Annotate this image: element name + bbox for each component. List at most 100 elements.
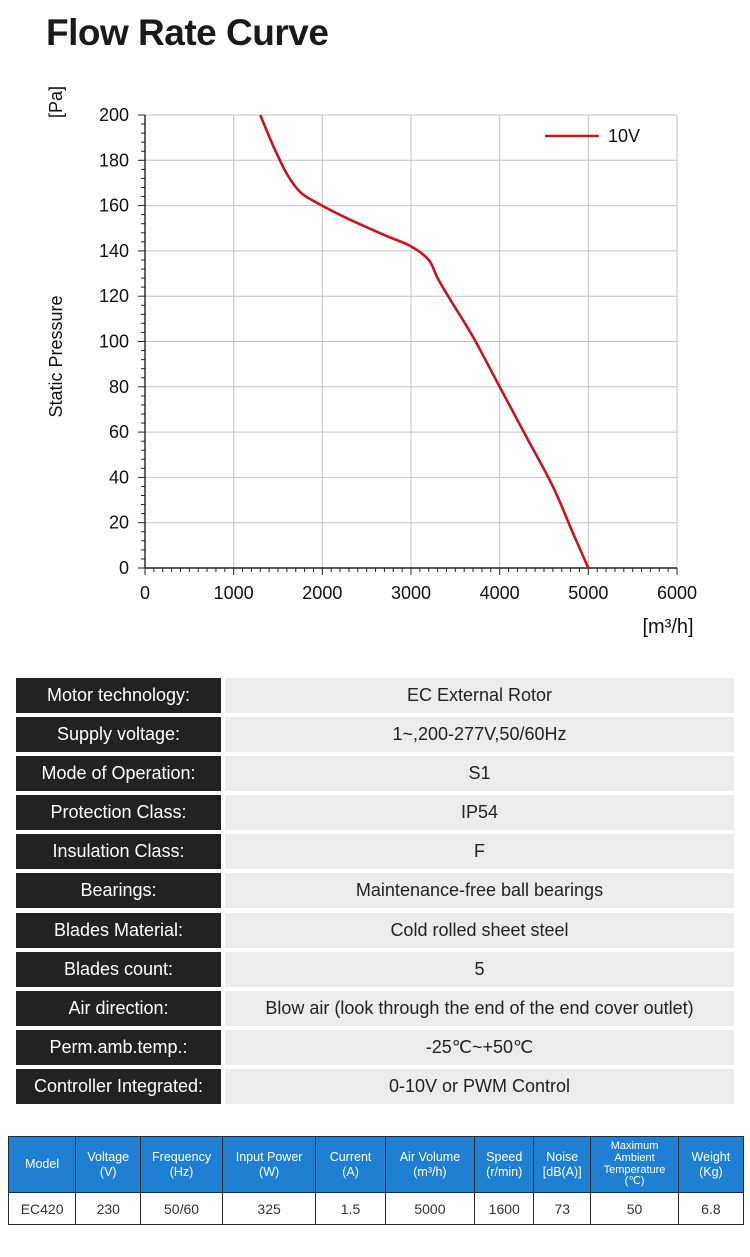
- y-tick-label: 140: [99, 241, 129, 261]
- model-cell: 73: [533, 1192, 592, 1225]
- model-cell: 1.5: [315, 1192, 386, 1225]
- x-tick-label: 1000: [214, 583, 254, 603]
- spec-label: Insulation Class:: [16, 834, 221, 870]
- model-cell: 1600: [474, 1192, 535, 1225]
- spec-label: Supply voltage:: [16, 717, 221, 753]
- y-axis-unit: [Pa]: [46, 86, 66, 118]
- spec-value: -25℃~+50℃: [225, 1029, 734, 1065]
- model-cell: 50/60: [140, 1192, 223, 1225]
- spec-value: Blow air (look through the end of the en…: [225, 990, 734, 1026]
- model-table-header: Model Voltage (V) Frequency (Hz) Input Power(…: [7, 1136, 745, 1193]
- spec-label: Protection Class:: [16, 795, 221, 831]
- y-tick-label: 80: [109, 377, 129, 397]
- spec-value: S1: [225, 756, 734, 792]
- model-header-cell: Voltage (V): [75, 1136, 142, 1193]
- spec-row: Protection Class: IP54: [16, 795, 734, 831]
- model-cell: 50: [590, 1192, 679, 1225]
- spec-value: F: [225, 834, 734, 870]
- spec-value: IP54: [225, 795, 734, 831]
- model-header-unit: (r/min): [486, 1164, 523, 1179]
- spec-label: Blades count:: [16, 951, 221, 987]
- model-header-title: Current: [329, 1150, 372, 1165]
- model-header-unit: [dB(A)]: [542, 1164, 582, 1179]
- y-tick-label: 200: [99, 105, 129, 125]
- y-tick-label: 60: [109, 422, 129, 442]
- y-tick-label: 160: [99, 196, 129, 216]
- chart-grid: [145, 114, 678, 568]
- spec-row: Air direction: Blow air (look through the…: [16, 990, 734, 1026]
- y-tick-label: 120: [99, 286, 129, 306]
- series-line-10v: [259, 114, 590, 569]
- spec-value: EC External Rotor: [225, 678, 734, 713]
- y-axis-label: Static Pressure: [46, 295, 66, 417]
- spec-value: 1~,200-277V,50/60Hz: [225, 717, 734, 753]
- model-header-title: Input Power: [235, 1150, 303, 1165]
- spec-row: Insulation Class: F: [16, 834, 734, 870]
- spec-row: Motor technology: EC External Rotor: [16, 678, 734, 713]
- spec-row: Bearings: Maintenance-free ball bearings: [16, 873, 734, 909]
- y-tick-label: 40: [109, 467, 129, 487]
- spec-row: Mode of Operation: S1: [16, 756, 734, 792]
- legend-label: 10V: [608, 126, 640, 146]
- flow-rate-chart: 0 1000 2000 3000 4000 5000 6000 0 20 40 60 80 100 120…: [46, 86, 697, 638]
- model-cell: 325: [221, 1192, 317, 1225]
- x-tick-label: 4000: [480, 583, 520, 603]
- model-header-unit: (A): [342, 1164, 359, 1179]
- x-tick-label: 5000: [568, 583, 608, 603]
- y-tick-label: 0: [119, 558, 129, 578]
- spec-table: Motor technology: EC External Rotor Supply…: [16, 678, 734, 1108]
- model-header-cell: Noise [dB(A)]: [533, 1136, 592, 1193]
- model-header-unit: (℃): [624, 1175, 645, 1188]
- spec-row: Blades Material: Cold rolled sheet steel: [16, 912, 734, 948]
- model-header-cell: Input Power (W): [221, 1136, 317, 1193]
- spec-row: Perm.amb.temp.: -25℃~+50℃: [16, 1029, 734, 1065]
- chart-legend: 10V: [545, 126, 640, 146]
- x-tick-label: 6000: [657, 583, 697, 603]
- x-axis-label: [m³/h]: [642, 616, 693, 638]
- model-header-unit: (Hz): [169, 1164, 194, 1179]
- model-header-cell: Air Volume (m³/h): [384, 1136, 476, 1193]
- spec-row: Supply voltage: 1~,200-277V,50/60Hz: [16, 717, 734, 753]
- spec-value: Cold rolled sheet steel: [225, 912, 734, 948]
- model-header-title: Speed: [486, 1150, 523, 1165]
- model-header-title: Voltage: [87, 1150, 130, 1165]
- spec-label: Bearings:: [16, 873, 221, 909]
- model-header-unit: (m³/h): [413, 1164, 447, 1179]
- model-header-cell: Model: [7, 1136, 77, 1193]
- model-header-cell: Speed (r/min): [474, 1136, 535, 1193]
- spec-label: Controller Integrated:: [16, 1068, 221, 1104]
- spec-label: Perm.amb.temp.:: [16, 1029, 221, 1065]
- model-header-unit: (Kg): [699, 1164, 723, 1179]
- table-row: EC420 230 50/60 325 1.5 5000 1600 73 50 6.8: [7, 1192, 745, 1225]
- model-header-title: Weight: [691, 1150, 731, 1165]
- spec-label: Mode of Operation:: [16, 756, 221, 792]
- model-header-cell: Frequency (Hz): [140, 1136, 223, 1193]
- y-tick-label: 20: [109, 513, 129, 533]
- spec-value: Maintenance-free ball bearings: [225, 873, 734, 909]
- model-cell: 230: [75, 1192, 142, 1225]
- model-header-title: Model: [25, 1157, 60, 1172]
- model-table-body: EC420 230 50/60 325 1.5 5000 1600 73 50 6.8: [7, 1192, 745, 1225]
- spec-value: 5: [225, 951, 734, 987]
- x-tick-label: 3000: [391, 583, 431, 603]
- model-cell: 6.8: [677, 1192, 745, 1225]
- chart-tick-labels: 0 1000 2000 3000 4000 5000 6000 0 20 40 60 80 100 120…: [99, 105, 697, 603]
- x-tick-label: 2000: [302, 583, 342, 603]
- model-header-title: Air Volume: [399, 1150, 461, 1165]
- y-tick-label: 180: [99, 150, 129, 170]
- model-cell: EC420: [7, 1192, 77, 1225]
- spec-row: Blades count: 5: [16, 951, 734, 987]
- model-header-cell: Weight (Kg): [677, 1136, 745, 1193]
- spec-label: Air direction:: [16, 990, 221, 1026]
- spec-row: Controller Integrated: 0-10V or PWM Contr…: [16, 1068, 734, 1104]
- model-header-unit: (V): [99, 1164, 117, 1179]
- chart-ticks: [138, 114, 678, 575]
- page-title: Flow Rate Curve: [46, 12, 329, 53]
- spec-label: Blades Material:: [16, 912, 221, 948]
- model-cell: 5000: [384, 1192, 476, 1225]
- model-table: Model Voltage (V) Frequency (Hz) Input Power(…: [7, 1136, 745, 1225]
- chart-series: [259, 114, 590, 569]
- model-header-title: Noise: [546, 1150, 579, 1165]
- model-header-title: Frequency: [152, 1150, 212, 1165]
- model-header-title: Maximum Ambient Temperature: [603, 1140, 666, 1176]
